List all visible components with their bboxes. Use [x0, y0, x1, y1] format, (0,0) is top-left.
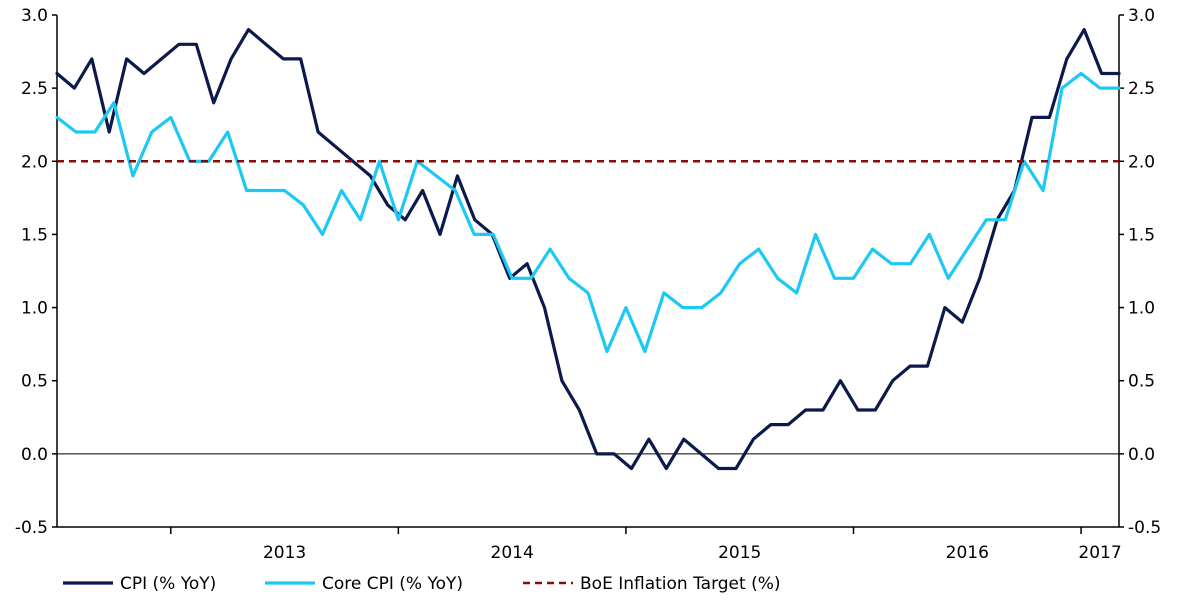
y-tick-label-right: 2.0 — [1128, 152, 1155, 172]
legend-label: BoE Inflation Target (%) — [580, 574, 781, 594]
plot-area: -0.5 -0.5 0.0 0.0 0.5 0.5 1.0 1.0 1.5 1.5 2.0 2.0 2.… — [15, 6, 1161, 563]
y-tick-label-right: 1.0 — [1128, 299, 1155, 319]
y-tick-label-right: 3.0 — [1128, 6, 1155, 26]
y-tick-label-right: 2.5 — [1128, 79, 1155, 99]
x-tick-label: 2015 — [718, 543, 761, 563]
core-cpi-line — [55, 71, 1121, 354]
y-tick-label-left: 1.5 — [21, 225, 48, 245]
x-tick-label: 2016 — [946, 543, 989, 563]
y-tick-label-left: 2.5 — [21, 79, 48, 99]
x-tick-label: 2014 — [491, 543, 534, 563]
y-tick-label-left: 2.0 — [21, 152, 48, 172]
y-tick-label-left: 0.0 — [21, 445, 48, 465]
y-tick-label-left: -0.5 — [15, 518, 48, 538]
x-tick-label: 2017 — [1078, 543, 1121, 563]
legend-label: CPI (% YoY) — [120, 574, 216, 594]
cpi-line — [55, 28, 1121, 471]
y-tick-label-right: 0.5 — [1128, 372, 1155, 392]
legend: CPI (% YoY) Core CPI (% YoY) BoE Inflation… — [63, 574, 781, 594]
y-tick-label-right: 0.0 — [1128, 445, 1155, 465]
y-tick-label-left: 3.0 — [21, 6, 48, 26]
x-tick-label: 2013 — [263, 543, 306, 563]
y-tick-label-right: 1.5 — [1128, 225, 1155, 245]
y-tick-label-left: 1.0 — [21, 299, 48, 319]
y-tick-label-left: 0.5 — [21, 372, 48, 392]
legend-label: Core CPI (% YoY) — [322, 574, 463, 594]
y-tick-label-right: -0.5 — [1128, 518, 1161, 538]
